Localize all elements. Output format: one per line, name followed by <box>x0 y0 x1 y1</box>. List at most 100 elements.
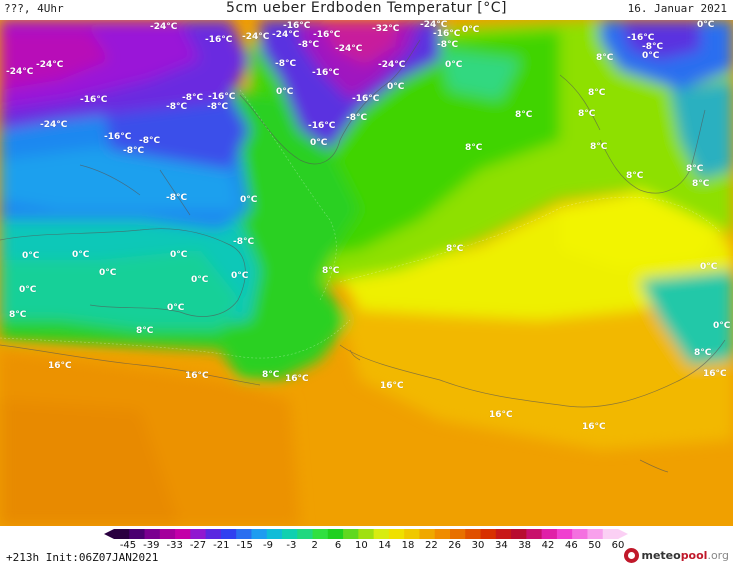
temperature-label: -24°C <box>242 32 270 42</box>
colorbar-tick-label: 14 <box>378 540 392 551</box>
temperature-label: 8°C <box>446 244 464 254</box>
temperature-label: 8°C <box>590 142 608 152</box>
temperature-label: 0°C <box>99 268 117 278</box>
temperature-label: 16°C <box>48 361 72 371</box>
temperature-label: -16°C <box>283 21 311 31</box>
colorbar-segment <box>358 529 375 539</box>
colorbar-segment <box>114 529 130 539</box>
temperature-label: -24°C <box>6 67 34 77</box>
temperature-label: -24°C <box>272 30 300 40</box>
colorbar-tick-label: 22 <box>424 540 438 551</box>
temperature-label: -16°C <box>80 95 108 105</box>
temperature-label: -24°C <box>335 44 363 54</box>
colorbar-segment <box>587 529 604 539</box>
temperature-label: -32°C <box>372 24 400 34</box>
colorbar-segment <box>495 529 512 539</box>
temperature-label: -8°C <box>346 113 368 123</box>
coastlines <box>0 39 726 473</box>
colorbar-ticks: -45 -39 -33 -27 -21 -15 -9 -3 2 6 10 14 18 22 26 30 34 38… <box>0 540 733 552</box>
temperature-label: 0°C <box>19 285 37 295</box>
colorbar-tick-label: -33 <box>166 540 183 551</box>
temperature-map[interactable]: -24°C -16°C -24°C -16°C -24°C -8°C -16°C -24°C -… <box>0 20 733 526</box>
colorbar-segment <box>480 529 497 539</box>
colorbar-segment <box>434 529 451 539</box>
temperature-label: 0°C <box>22 251 40 261</box>
temperature-label: -16°C <box>104 132 132 142</box>
temperature-label: -16°C <box>308 121 336 131</box>
temperature-label: 0°C <box>387 82 405 92</box>
temperature-label: 8°C <box>596 53 614 63</box>
temperature-label: 8°C <box>626 171 644 181</box>
colorbar-tick-label: 34 <box>494 540 508 551</box>
temperature-label: 0°C <box>72 250 90 260</box>
colorbar-segment <box>129 529 146 539</box>
temperature-label: 0°C <box>276 87 294 97</box>
temperature-label: -24°C <box>150 22 178 32</box>
temperature-label: 0°C <box>231 271 249 281</box>
temperature-label: -8°C <box>166 193 188 203</box>
temperature-label: -24°C <box>420 20 448 30</box>
temperature-label: 0°C <box>310 138 328 148</box>
temperature-label: -24°C <box>40 120 68 130</box>
isotherms <box>0 89 721 359</box>
colorbar-segment <box>190 529 207 539</box>
temperature-label: -8°C <box>123 146 145 156</box>
temperature-field <box>0 20 733 526</box>
temperature-label: 16°C <box>489 410 513 420</box>
colorbar-segment <box>297 529 314 539</box>
temperature-label: -16°C <box>312 68 340 78</box>
temperature-label: 8°C <box>136 326 154 336</box>
temperature-label: 8°C <box>578 109 596 119</box>
temperature-label: -16°C <box>205 35 233 45</box>
temperature-label: 16°C <box>380 381 404 391</box>
temperature-bands <box>0 20 733 526</box>
colorbar-segment <box>312 529 329 539</box>
temperature-label: 0°C <box>713 321 731 331</box>
colorbar-segment <box>526 529 543 539</box>
temperature-label: 8°C <box>465 143 483 153</box>
colorbar-tick-label: -3 <box>286 540 297 551</box>
temperature-label: 0°C <box>642 51 660 61</box>
colorbar-segment <box>541 529 558 539</box>
temperature-label: 0°C <box>700 262 718 272</box>
colorbar-tick-label: 46 <box>564 540 578 551</box>
colorbar-segment <box>282 529 298 539</box>
meteopool-logo[interactable]: meteopool.org <box>624 548 729 563</box>
colorbar-tick-label: 26 <box>448 540 462 551</box>
colorbar-segment <box>236 529 253 539</box>
temperature-label: -8°C <box>233 237 255 247</box>
temperature-label: 0°C <box>167 303 185 313</box>
temperature-label: -16°C <box>433 29 461 39</box>
temperature-label: 0°C <box>170 250 188 260</box>
logo-text: meteopool.org <box>641 549 729 562</box>
colorbar-min-arrow <box>104 529 114 539</box>
temperature-label: 16°C <box>703 369 727 379</box>
colorbar-segment <box>419 529 436 539</box>
temperature-label: 16°C <box>285 374 309 384</box>
logo-part1: meteo <box>641 549 681 562</box>
colorbar-tick-label: 10 <box>354 540 368 551</box>
colorbar-segment <box>465 529 482 539</box>
colorbar-tick-label: -39 <box>143 540 160 551</box>
logo-icon <box>624 548 640 563</box>
colorbar-segment <box>388 529 405 539</box>
colorbar-segment <box>511 529 527 539</box>
footer-bar: -45 -39 -33 -27 -21 -15 -9 -3 2 6 10 14 18 22 26 30 34 38… <box>0 526 733 566</box>
temperature-label: -16°C <box>627 33 655 43</box>
temperature-label: -16°C <box>352 94 380 104</box>
logo-part3: .org <box>707 549 729 562</box>
temperature-label: 8°C <box>686 164 704 174</box>
colorbar-tick-label: -21 <box>213 540 230 551</box>
temperature-label: 8°C <box>694 348 712 358</box>
colorbar-segment <box>220 529 237 539</box>
header-bar: ???, 4Uhr 5cm ueber Erdboden Temperatur … <box>0 0 733 20</box>
temperature-label: 16°C <box>582 422 606 432</box>
temperature-label: 8°C <box>322 266 340 276</box>
temperature-label: -8°C <box>207 102 229 112</box>
temperature-label: 16°C <box>185 371 209 381</box>
temperature-label: 0°C <box>697 20 715 30</box>
colorbar-segment <box>343 529 359 539</box>
temperature-label: -24°C <box>378 60 406 70</box>
colorbar-segment <box>175 529 191 539</box>
